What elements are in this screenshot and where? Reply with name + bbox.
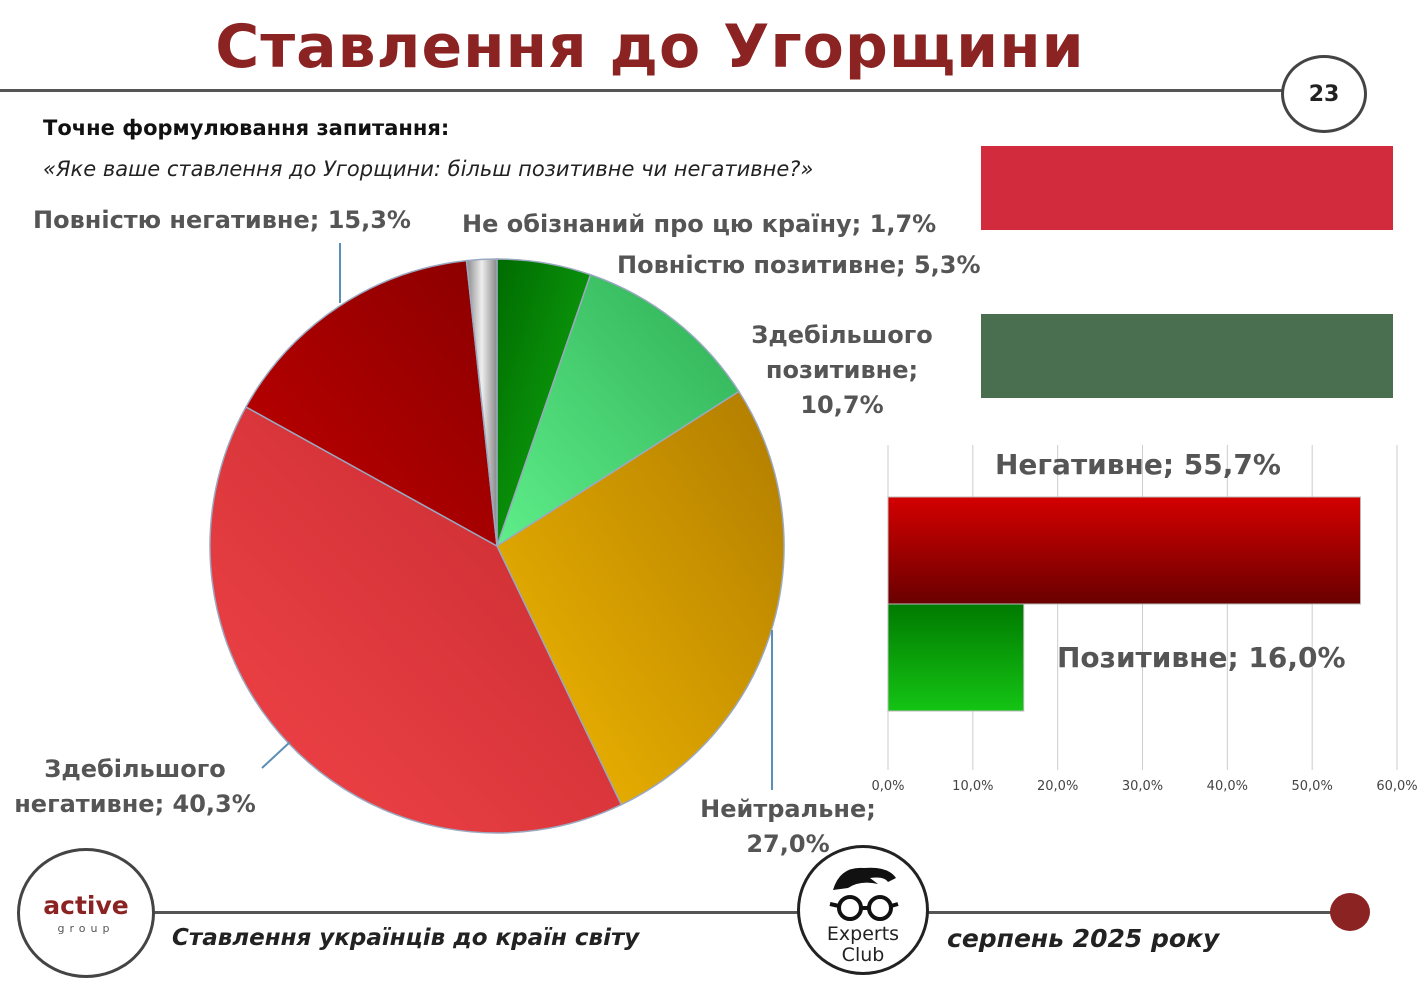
pie-label-mostly-negative: Здебільшого негативне; 40,3% [10,752,260,822]
survey-date: серпень 2025 року [947,924,1220,953]
header-divider [0,89,1282,92]
bar-tick-label: 30,0% [1122,779,1163,794]
bar-tick-label: 50,0% [1292,779,1333,794]
pie-label-mostly-positive: Здебільшого позитивне; 10,7% [742,318,942,423]
pie-label-mostly-positive-line2: позитивне; [765,356,919,384]
experts-club-logo: Experts Club [797,845,929,975]
question-label: Точне формулювання запитання: [43,116,450,140]
survey-name: Ставлення українців до країн світу [172,925,640,951]
logo-group-text: group [57,922,115,935]
page-title: Ставлення до Угорщини [215,12,1085,82]
bar-tick-label: 0,0% [871,779,904,794]
footer-dot [1330,893,1370,931]
glasses-icon [829,867,899,921]
bar-tick-label: 60,0% [1376,779,1417,794]
legend-negative-swatch [981,146,1393,230]
pie-label-neutral-line1: Нейтральне; [700,795,876,823]
pie-label-mostly-positive-line1: Здебільшого [751,321,933,349]
pie-label-fully-positive: Повністю позитивне; 5,3% [617,251,981,279]
bar-label-positive: Позитивне; 16,0% [1057,641,1346,674]
pie-label-neutral-line2: 27,0% [746,830,830,858]
leader-line-mostly-negative [261,741,291,769]
pie-label-neutral: Нейтральне; 27,0% [688,792,888,862]
active-group-logo: active group [17,848,155,978]
pie-slice-mostly-positive [495,273,740,548]
pie-label-fully-negative: Повністю негативне; 15,3% [33,206,411,234]
bar-tick-label: 10,0% [952,779,993,794]
pie-label-unaware: Не обізнаний про цю країну; 1,7% [462,210,937,238]
legend-positive-swatch [981,314,1393,398]
pie-slice-neutral [496,390,785,806]
logo-experts-text: Experts [826,923,900,945]
pie-slice-fully-negative [244,259,498,548]
bar-tick-label: 20,0% [1037,779,1078,794]
bar-positive [887,603,1025,712]
page-number-badge: 23 [1281,55,1367,133]
pie-label-mostly-positive-line3: 10,7% [800,391,884,419]
pie-label-mostly-negative-line2: негативне; 40,3% [14,790,256,818]
question-text: «Яке ваше ставлення до Угорщини: більш п… [43,157,814,181]
bar-negative [887,496,1362,605]
footer-divider [150,911,1350,914]
logo-active-text: active [43,891,129,920]
logo-club-text: Club [841,944,885,966]
pie-label-mostly-negative-line1: Здебільшого [44,755,226,783]
pie-slice-unaware [465,258,498,547]
bar-tick-label: 40,0% [1207,779,1248,794]
bar-label-negative: Негативне; 55,7% [995,448,1281,481]
